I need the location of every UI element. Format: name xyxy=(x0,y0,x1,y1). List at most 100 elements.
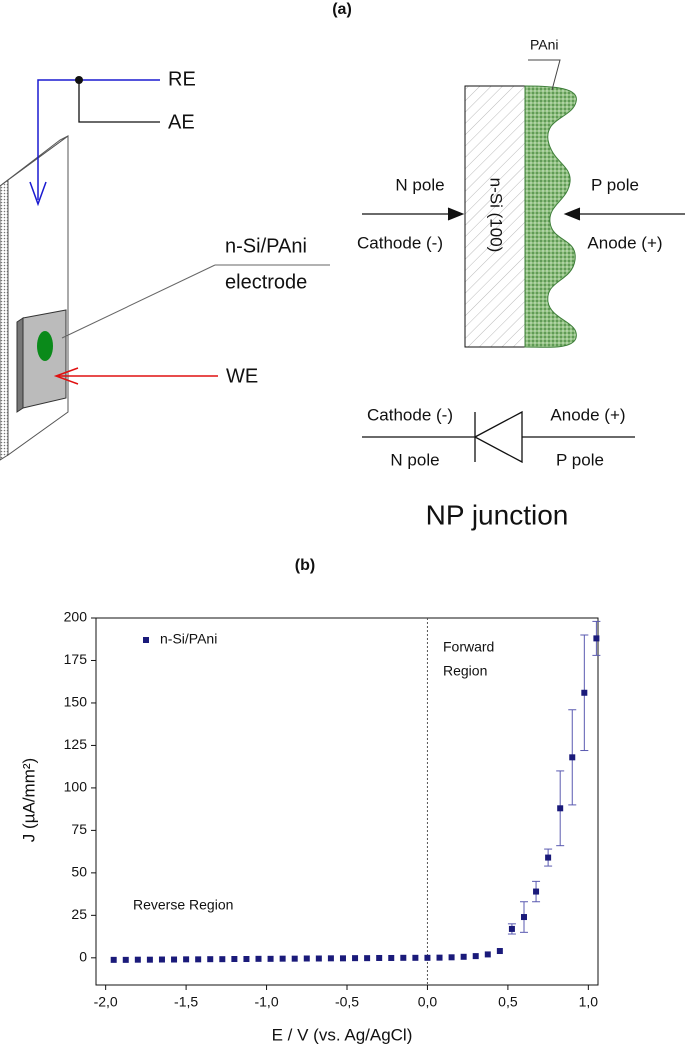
point xyxy=(376,954,383,961)
y-axis-label: J (µA/mm²) xyxy=(19,758,38,842)
junction-dot xyxy=(75,76,83,84)
x-axis-label: E / V (vs. Ag/AgCl) xyxy=(272,1025,413,1044)
annotation: Region xyxy=(443,663,487,679)
label: WE xyxy=(226,365,258,387)
point xyxy=(146,956,153,963)
point xyxy=(593,635,600,642)
label: Anode (+) xyxy=(550,405,625,424)
point xyxy=(303,955,310,962)
point xyxy=(412,954,419,961)
point xyxy=(508,925,515,932)
arrowhead xyxy=(563,207,581,221)
ae-wire xyxy=(78,80,160,123)
y-tick-label: 50 xyxy=(71,864,87,880)
panel-label: (a) xyxy=(332,1,352,18)
point xyxy=(557,805,564,812)
label: N pole xyxy=(395,175,444,194)
x-tick-label: -1,0 xyxy=(254,994,278,1010)
point xyxy=(183,956,190,963)
point xyxy=(533,888,540,895)
label: RE xyxy=(168,68,196,90)
point xyxy=(581,689,588,696)
point xyxy=(436,954,443,961)
point xyxy=(134,956,141,963)
point xyxy=(424,954,431,961)
x-tick-label: -2,0 xyxy=(94,994,118,1010)
plot-frame xyxy=(95,617,599,986)
legend-marker xyxy=(143,637,149,643)
pani-layer xyxy=(524,85,577,348)
label: N pole xyxy=(390,450,439,469)
y-tick-label: 150 xyxy=(64,694,88,710)
label: n-Si (100) xyxy=(487,178,506,253)
x-tick-label: -1,5 xyxy=(174,994,198,1010)
label: PAni xyxy=(530,37,559,53)
plate-edge xyxy=(0,179,9,461)
pani-spot xyxy=(37,331,53,361)
y-tick-label: 100 xyxy=(64,779,88,795)
point xyxy=(569,754,576,761)
y-tick-label: 200 xyxy=(64,609,88,625)
we-arrow xyxy=(53,367,79,385)
y-tick-label: 0 xyxy=(79,949,87,965)
point xyxy=(484,951,491,958)
annotation: Forward xyxy=(443,639,494,655)
re-wire xyxy=(37,79,160,200)
point xyxy=(195,956,202,963)
leader xyxy=(528,59,561,91)
label: P pole xyxy=(591,175,639,194)
x-tick-label: 0,0 xyxy=(418,994,438,1010)
panel-label: (b) xyxy=(295,557,315,574)
point xyxy=(520,914,527,921)
point xyxy=(267,955,274,962)
plate-top xyxy=(0,135,69,187)
re-arrow xyxy=(29,181,47,207)
point xyxy=(255,955,262,962)
label: P pole xyxy=(556,450,604,469)
y-tick-label: 75 xyxy=(71,821,87,837)
y-tick-label: 125 xyxy=(64,736,88,752)
diagram-title: NP junction xyxy=(426,499,569,530)
label: electrode xyxy=(225,271,307,293)
legend-label: n-Si/PAni xyxy=(160,631,217,647)
x-tick-label: 1,0 xyxy=(579,994,599,1010)
point xyxy=(219,956,226,963)
electrode-side xyxy=(16,317,24,413)
point xyxy=(243,956,250,963)
point xyxy=(158,956,165,963)
point xyxy=(171,956,178,963)
point xyxy=(400,954,407,961)
point xyxy=(207,956,214,963)
x-tick-label: 0,5 xyxy=(498,994,518,1010)
point xyxy=(231,956,238,963)
point xyxy=(279,955,286,962)
label: Cathode (-) xyxy=(357,233,443,252)
annotation: Reverse Region xyxy=(133,897,233,913)
chart: (b) E / V (vs. Ag/AgCl) J (µA/mm²) Forwa… xyxy=(19,557,601,1044)
point xyxy=(327,955,334,962)
point xyxy=(110,956,117,963)
point xyxy=(496,948,503,955)
label: Anode (+) xyxy=(587,233,662,252)
diode-triangle xyxy=(473,410,523,464)
point xyxy=(339,955,346,962)
point xyxy=(364,955,371,962)
leader xyxy=(61,264,216,339)
label: Cathode (-) xyxy=(367,405,453,424)
point xyxy=(448,954,455,961)
point xyxy=(291,955,298,962)
label: AE xyxy=(168,111,195,133)
y-tick-label: 175 xyxy=(64,651,88,667)
point xyxy=(472,953,479,960)
point xyxy=(315,955,322,962)
point xyxy=(545,854,552,861)
point xyxy=(460,953,467,960)
point xyxy=(122,956,129,963)
label: n-Si/PAni xyxy=(225,235,307,257)
x-tick-label: -0,5 xyxy=(335,994,359,1010)
n-si xyxy=(464,85,526,348)
y-tick-label: 25 xyxy=(71,906,87,922)
point xyxy=(352,955,359,962)
